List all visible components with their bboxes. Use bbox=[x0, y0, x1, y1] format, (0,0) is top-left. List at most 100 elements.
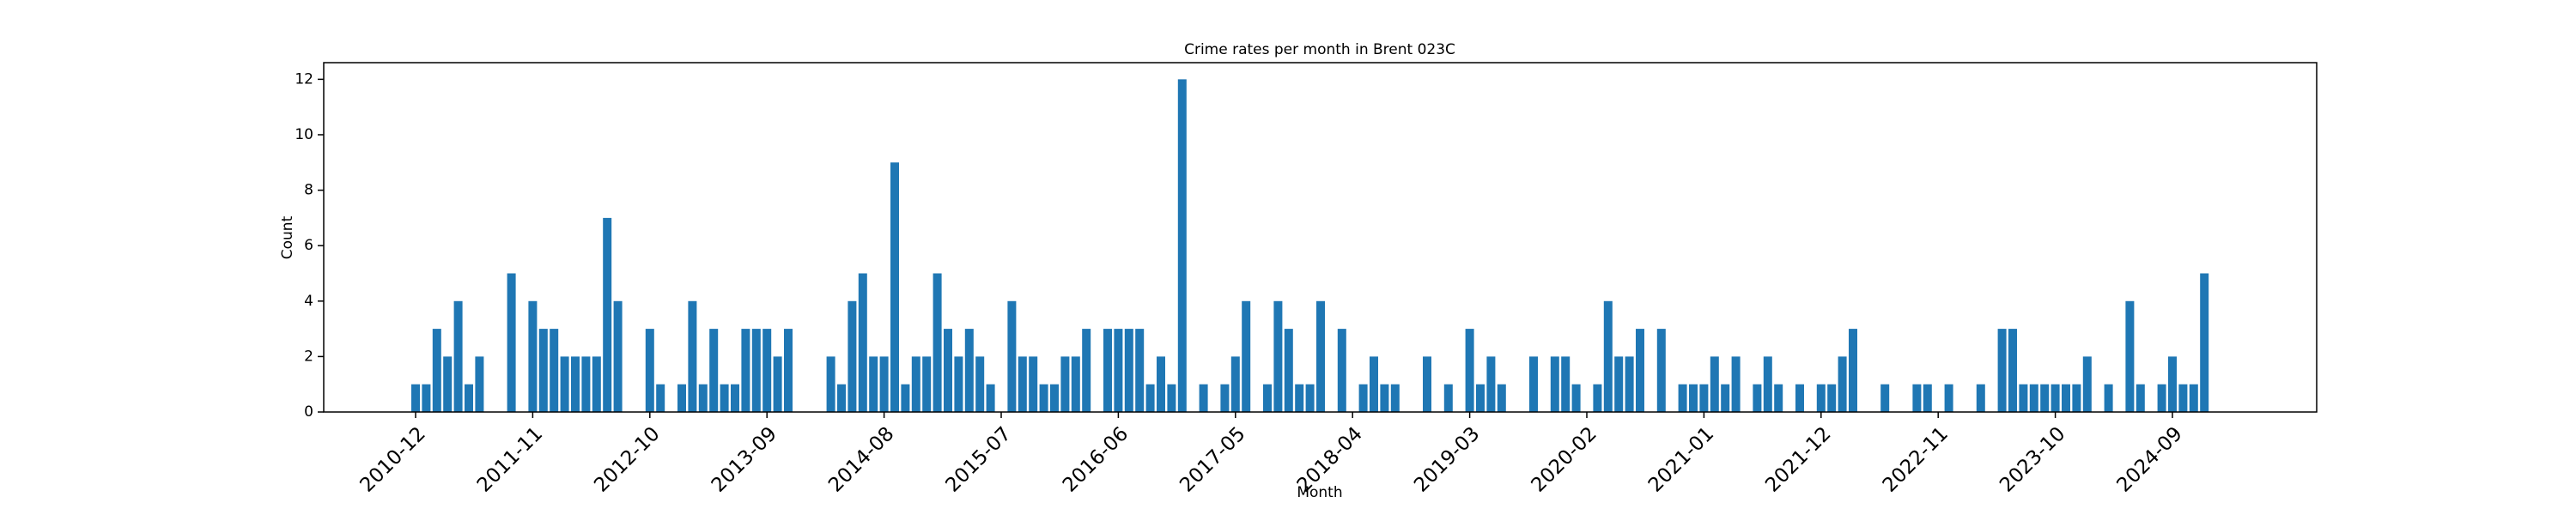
y-tick-label: 10 bbox=[295, 126, 313, 143]
bar bbox=[1625, 356, 1634, 412]
bar bbox=[858, 273, 867, 412]
bar bbox=[422, 384, 431, 412]
x-tick-label: 2010-12 bbox=[355, 422, 429, 496]
bar bbox=[2104, 384, 2113, 412]
bar bbox=[773, 356, 782, 412]
bar bbox=[869, 356, 878, 412]
bar bbox=[1774, 384, 1783, 412]
bar bbox=[1614, 356, 1624, 412]
x-tick-label: 2024-09 bbox=[2112, 422, 2186, 496]
bar bbox=[698, 384, 708, 412]
x-tick-label: 2023-10 bbox=[1996, 422, 2069, 496]
x-tick-label: 2017-05 bbox=[1176, 422, 1249, 496]
bar bbox=[1358, 384, 1368, 412]
x-tick-label: 2021-01 bbox=[1644, 422, 1718, 496]
bar bbox=[1443, 384, 1453, 412]
bar bbox=[1997, 329, 2007, 412]
bar bbox=[2157, 384, 2166, 412]
y-tick-label: 12 bbox=[295, 70, 313, 88]
x-tick-label: 2015-07 bbox=[941, 422, 1015, 496]
bar bbox=[1220, 384, 1230, 412]
x-tick-label: 2022-11 bbox=[1879, 422, 1953, 496]
bar bbox=[1050, 384, 1059, 412]
bar bbox=[1167, 384, 1176, 412]
bar bbox=[1157, 356, 1165, 412]
bar bbox=[2062, 384, 2070, 412]
bar bbox=[826, 356, 835, 412]
bar bbox=[1710, 356, 1719, 412]
x-tick-label: 2014-08 bbox=[824, 422, 898, 496]
bar bbox=[581, 356, 591, 412]
bar bbox=[1103, 329, 1112, 412]
bar bbox=[975, 356, 985, 412]
bar bbox=[1135, 329, 1145, 412]
x-axis-label: Month bbox=[1297, 484, 1342, 501]
y-tick-label: 6 bbox=[304, 237, 313, 254]
bar bbox=[443, 356, 453, 412]
bar bbox=[560, 356, 569, 412]
bar bbox=[1029, 356, 1038, 412]
bar bbox=[1944, 384, 1953, 412]
bar bbox=[1114, 329, 1123, 412]
bar bbox=[2136, 384, 2145, 412]
bar bbox=[1337, 329, 1346, 412]
bar bbox=[1273, 300, 1283, 412]
bar bbox=[837, 384, 846, 412]
bar bbox=[1880, 384, 1890, 412]
bar bbox=[2072, 384, 2081, 412]
bar bbox=[592, 356, 601, 412]
bar bbox=[2082, 356, 2092, 412]
y-tick-label: 8 bbox=[304, 182, 313, 199]
bar bbox=[1124, 329, 1133, 412]
bar bbox=[848, 300, 857, 412]
bar bbox=[1486, 356, 1496, 412]
bar bbox=[645, 329, 654, 412]
x-tick-label: 2012-10 bbox=[590, 422, 664, 496]
bar bbox=[432, 329, 441, 412]
y-tick-label: 0 bbox=[304, 403, 313, 421]
bar bbox=[1476, 384, 1485, 412]
bar bbox=[1912, 384, 1922, 412]
bar bbox=[1636, 329, 1644, 412]
bar bbox=[1976, 384, 1985, 412]
y-axis-label: Count bbox=[279, 215, 296, 259]
plot-frame bbox=[323, 62, 2318, 413]
bar bbox=[1699, 384, 1709, 412]
bar bbox=[986, 384, 995, 412]
bar bbox=[933, 273, 942, 412]
bar bbox=[911, 356, 920, 412]
bar bbox=[1827, 384, 1837, 412]
bar bbox=[922, 356, 932, 412]
bar bbox=[954, 356, 963, 412]
bar bbox=[1571, 384, 1581, 412]
bar bbox=[507, 273, 516, 412]
bar bbox=[784, 329, 793, 412]
bar bbox=[1721, 384, 1730, 412]
chart-title: Crime rates per month in Brent 023C bbox=[1184, 41, 1455, 58]
bar bbox=[1284, 329, 1293, 412]
bar bbox=[720, 384, 729, 412]
bar bbox=[890, 162, 899, 413]
bar bbox=[1380, 384, 1389, 412]
bar bbox=[1923, 384, 1932, 412]
bar bbox=[465, 384, 473, 412]
bar bbox=[1018, 356, 1027, 412]
bar bbox=[1656, 329, 1666, 412]
bar bbox=[964, 329, 974, 412]
bar bbox=[1550, 356, 1559, 412]
bar bbox=[709, 329, 719, 412]
bar bbox=[1816, 384, 1826, 412]
bar bbox=[1689, 384, 1698, 412]
bar bbox=[1263, 384, 1272, 412]
bar bbox=[2168, 356, 2177, 412]
bar bbox=[731, 384, 739, 412]
bar bbox=[1305, 384, 1315, 412]
bar bbox=[550, 329, 559, 412]
bar bbox=[879, 356, 889, 412]
bar bbox=[1145, 384, 1155, 412]
bar bbox=[2125, 300, 2135, 412]
bar bbox=[1390, 384, 1400, 412]
bar bbox=[1242, 300, 1251, 412]
bar bbox=[411, 384, 420, 412]
